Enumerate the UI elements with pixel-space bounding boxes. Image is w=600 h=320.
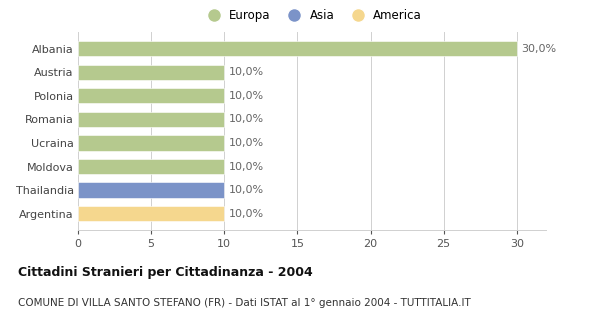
Bar bbox=[78, 182, 224, 198]
Text: Cittadini Stranieri per Cittadinanza - 2004: Cittadini Stranieri per Cittadinanza - 2… bbox=[18, 266, 313, 279]
Bar bbox=[78, 41, 517, 56]
Text: 10,0%: 10,0% bbox=[229, 91, 264, 101]
Text: 10,0%: 10,0% bbox=[229, 185, 264, 195]
Bar bbox=[78, 159, 224, 174]
Text: 10,0%: 10,0% bbox=[229, 209, 264, 219]
Text: 10,0%: 10,0% bbox=[229, 162, 264, 172]
Bar bbox=[78, 206, 224, 221]
Text: 10,0%: 10,0% bbox=[229, 115, 264, 124]
Legend: Europa, Asia, America: Europa, Asia, America bbox=[202, 9, 422, 22]
Text: 10,0%: 10,0% bbox=[229, 138, 264, 148]
Bar bbox=[78, 65, 224, 80]
Text: 10,0%: 10,0% bbox=[229, 67, 264, 77]
Text: COMUNE DI VILLA SANTO STEFANO (FR) - Dati ISTAT al 1° gennaio 2004 - TUTTITALIA.: COMUNE DI VILLA SANTO STEFANO (FR) - Dat… bbox=[18, 298, 471, 308]
Bar bbox=[78, 112, 224, 127]
Bar bbox=[78, 88, 224, 103]
Text: 30,0%: 30,0% bbox=[521, 44, 556, 54]
Bar bbox=[78, 135, 224, 151]
